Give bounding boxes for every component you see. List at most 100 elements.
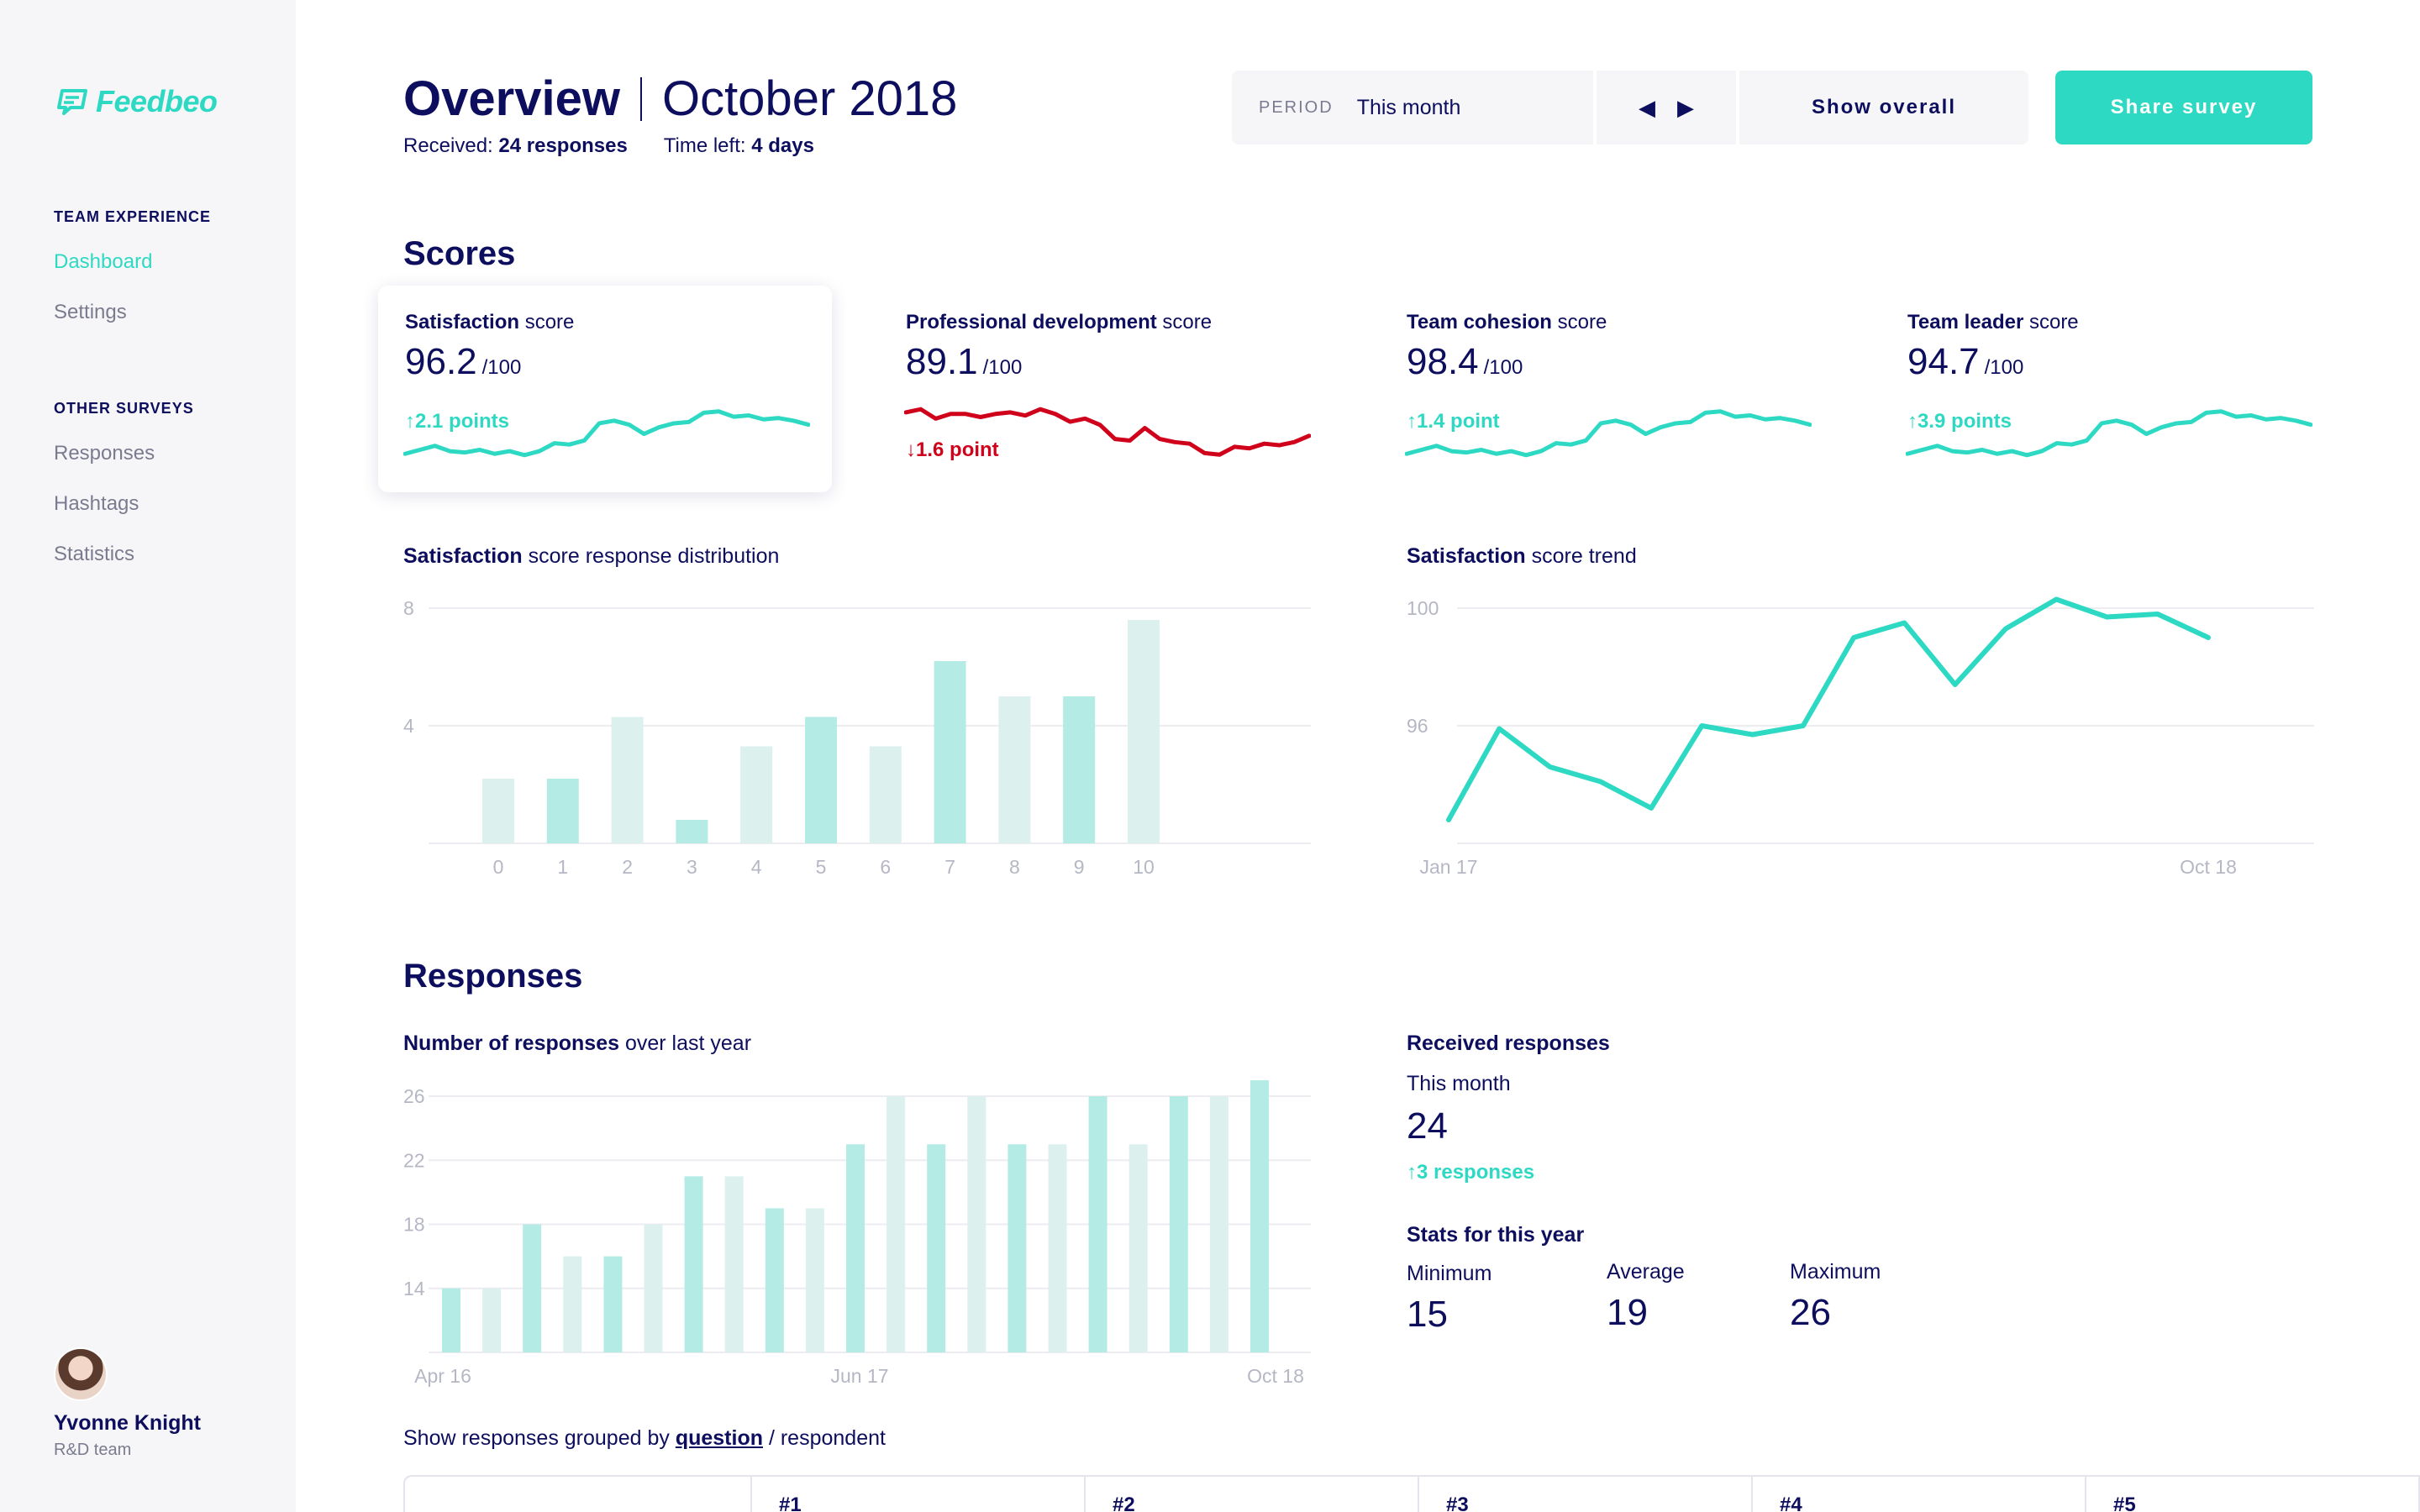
bar-score-2[interactable] xyxy=(611,717,644,844)
bar-score-0[interactable] xyxy=(482,779,514,843)
group-by-respondent-link[interactable]: respondent xyxy=(780,1426,886,1450)
survey-summary: Received: 24 responses Time left: 4 days xyxy=(403,134,814,158)
app-logo[interactable]: Feedbeo xyxy=(57,84,218,119)
score-max: /100 xyxy=(481,356,522,379)
table-column-2[interactable]: #2 xyxy=(1083,1477,1418,1512)
response-bar[interactable] xyxy=(967,1096,986,1352)
x-start-label: Jan 17 xyxy=(1419,856,1477,878)
response-bar[interactable] xyxy=(442,1288,460,1352)
trend-series xyxy=(1446,596,2211,822)
sidebar-item-responses[interactable]: Responses xyxy=(54,442,155,465)
score-card-title: Team leader score xyxy=(1907,311,2079,334)
table-column-4[interactable]: #4 xyxy=(1750,1477,2085,1512)
period-navigation: ◀ ▶ xyxy=(1597,71,1736,144)
response-bar[interactable] xyxy=(1169,1096,1188,1352)
period-selector[interactable]: PERIOD This month xyxy=(1232,71,1593,144)
next-period-icon[interactable]: ▶ xyxy=(1677,94,1694,120)
x-tick-label: 3 xyxy=(687,856,697,878)
response-bar[interactable] xyxy=(1250,1080,1269,1352)
response-bar[interactable] xyxy=(927,1144,946,1352)
sidebar-item-settings[interactable]: Settings xyxy=(54,301,127,323)
response-bar[interactable] xyxy=(603,1256,623,1352)
page-title: Overview October 2018 xyxy=(403,71,957,127)
bar-score-7[interactable] xyxy=(934,661,966,843)
table-column-5[interactable]: #5 xyxy=(2084,1477,2418,1512)
show-overall-button[interactable]: Show overall xyxy=(1739,71,2028,144)
bar-score-9[interactable] xyxy=(1063,696,1096,843)
bar-score-10[interactable] xyxy=(1128,620,1160,843)
bar-score-6[interactable] xyxy=(869,746,902,844)
score-card-team-cohesion[interactable]: Team cohesion score 98.4/100 ↑1.4 point xyxy=(1380,286,1833,492)
y-tick-label: 26 xyxy=(403,1085,425,1107)
trend-chart-title: Satisfaction score trend xyxy=(1407,544,1637,569)
score-card-title: Satisfaction score xyxy=(405,311,574,334)
response-bar[interactable] xyxy=(684,1176,703,1352)
responses-title-rest: over last year xyxy=(624,1032,752,1055)
x-tick-label: 7 xyxy=(944,856,955,878)
response-bar[interactable] xyxy=(886,1096,906,1352)
response-bar[interactable] xyxy=(765,1208,784,1352)
score-number: 96.2 xyxy=(405,341,477,382)
response-bar[interactable] xyxy=(1007,1144,1027,1352)
response-bar[interactable] xyxy=(482,1288,502,1352)
response-bar[interactable] xyxy=(644,1224,663,1352)
response-bar[interactable] xyxy=(1088,1096,1107,1352)
avatar[interactable] xyxy=(54,1347,108,1401)
group-by-question-link[interactable]: question xyxy=(675,1426,763,1450)
y-tick-label: 8 xyxy=(403,597,414,619)
x-tick-label: 8 xyxy=(1009,856,1020,878)
score-value: 96.2/100 xyxy=(405,341,521,383)
response-bar[interactable] xyxy=(523,1224,542,1352)
bar-score-8[interactable] xyxy=(998,696,1031,843)
distribution-chart-title: Satisfaction score response distribution xyxy=(403,544,779,569)
bar-score-1[interactable] xyxy=(546,779,579,843)
y-tick-label: 22 xyxy=(403,1149,425,1171)
timeleft-value: 4 days xyxy=(751,134,814,157)
response-bar[interactable] xyxy=(563,1256,582,1352)
response-bar[interactable] xyxy=(805,1208,824,1352)
response-bar[interactable] xyxy=(846,1144,865,1352)
x-tick-label: 10 xyxy=(1133,856,1155,878)
score-number: 89.1 xyxy=(906,341,978,382)
x-tick-label: Apr 16 xyxy=(414,1365,471,1387)
this-month-delta: ↑3 responses xyxy=(1407,1161,1535,1184)
y-tick-label: 14 xyxy=(403,1278,425,1299)
y-tick-label: 4 xyxy=(403,715,414,737)
response-bar[interactable] xyxy=(724,1176,744,1352)
bar-score-4[interactable] xyxy=(740,746,773,844)
sparkline-series xyxy=(1906,409,2312,458)
x-tick-label: 9 xyxy=(1074,856,1085,878)
average-label: Average xyxy=(1607,1260,1685,1284)
minimum-value: 15 xyxy=(1407,1294,1448,1335)
sidebar-item-dashboard[interactable]: Dashboard xyxy=(54,250,153,273)
score-suffix: score xyxy=(1557,311,1607,333)
table-column-3[interactable]: #3 xyxy=(1417,1477,1751,1512)
bar-score-3[interactable] xyxy=(676,820,708,843)
responses-chart-title: Number of responses over last year xyxy=(403,1032,751,1056)
score-delta: ↑3.9 points xyxy=(1907,410,2012,433)
feedbeo-logo-icon xyxy=(57,89,87,115)
y-tick-label: 100 xyxy=(1407,597,1439,619)
response-bar[interactable] xyxy=(1128,1144,1148,1352)
received-label: Received: xyxy=(403,134,493,157)
app-name: Feedbeo xyxy=(96,84,218,118)
period-value[interactable]: This month xyxy=(1356,95,1461,119)
sidebar-item-hashtags[interactable]: Hashtags xyxy=(54,492,139,515)
sidebar-item-statistics[interactable]: Statistics xyxy=(54,543,135,565)
response-bar[interactable] xyxy=(1048,1144,1067,1352)
previous-period-icon[interactable]: ◀ xyxy=(1639,94,1655,120)
x-tick-label: Jun 17 xyxy=(830,1365,888,1387)
user-profile[interactable]: Yvonne Knight R&D team xyxy=(54,1347,201,1460)
score-card-team-leader[interactable]: Team leader score 94.7/100 ↑3.9 points xyxy=(1881,286,2334,492)
grouping-toggle: Show responses grouped by question / res… xyxy=(403,1426,886,1451)
response-bar[interactable] xyxy=(1209,1096,1228,1352)
table-column-1[interactable]: #1 xyxy=(750,1477,1084,1512)
score-card-professional-development[interactable]: Professional development score 89.1/100 … xyxy=(879,286,1333,492)
bar-score-5[interactable] xyxy=(805,717,837,844)
x-tick-label: 4 xyxy=(751,856,762,878)
share-survey-button[interactable]: Share survey xyxy=(2055,71,2312,144)
responses-section-title: Responses xyxy=(403,958,583,995)
this-month-value: 24 xyxy=(1407,1105,1448,1147)
score-number: 94.7 xyxy=(1907,341,1980,382)
score-card-satisfaction[interactable]: Satisfaction score 96.2/100 ↑2.1 points xyxy=(378,286,832,492)
